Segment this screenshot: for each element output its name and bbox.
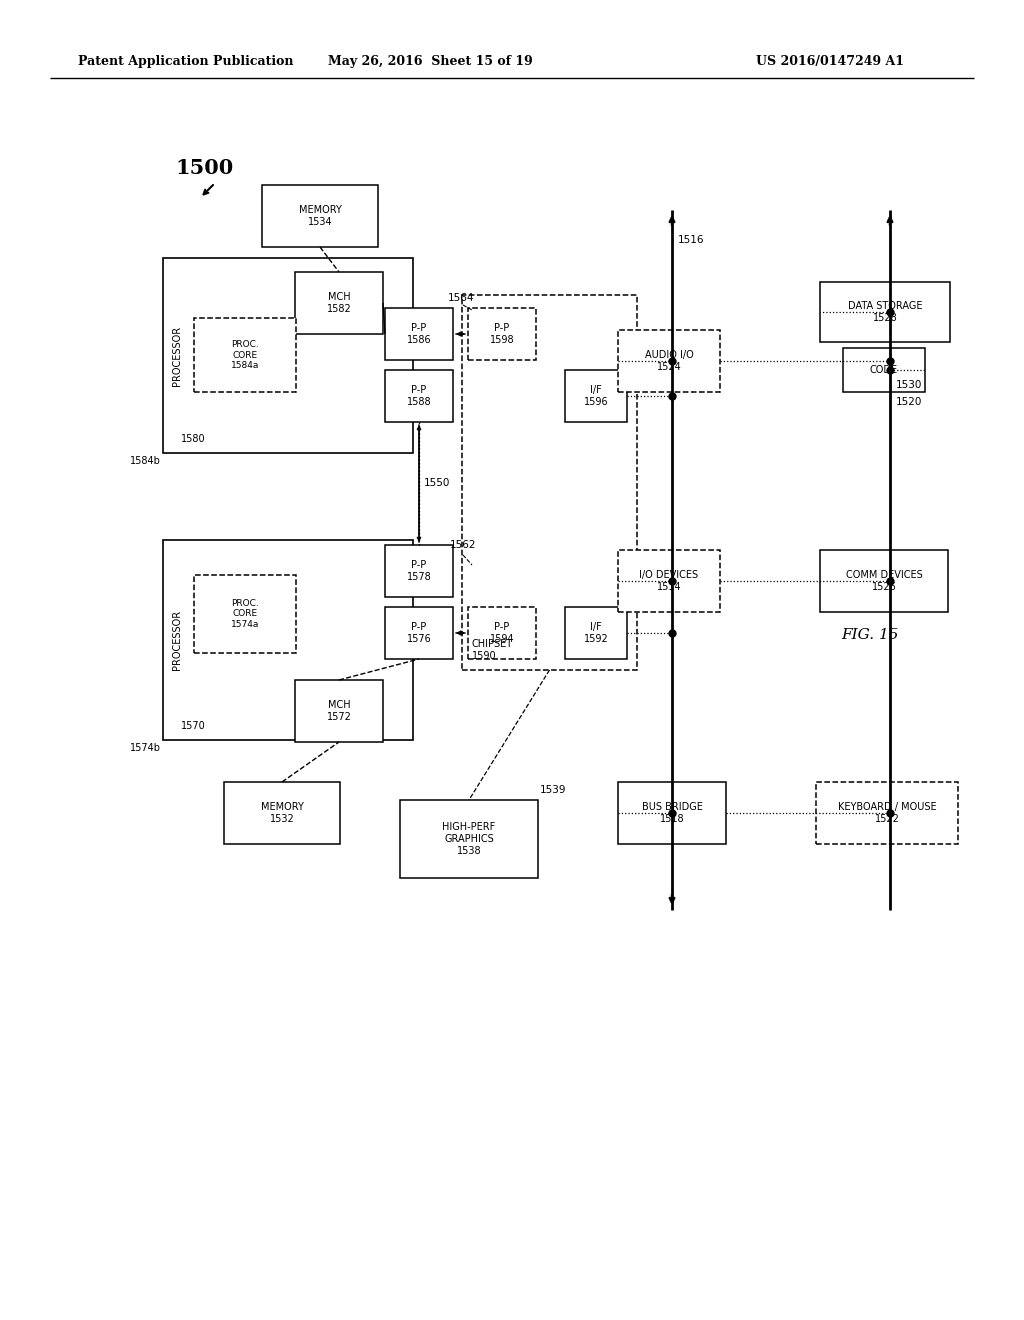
Bar (468, 308, 536, 360)
Text: BUS BRIDGE
1518: BUS BRIDGE 1518 (642, 803, 702, 824)
Bar (820, 550, 948, 612)
Bar (820, 282, 950, 342)
Text: 1564: 1564 (449, 293, 474, 304)
Bar (295, 680, 383, 742)
Bar (385, 607, 453, 659)
Text: DATA STORAGE
1528: DATA STORAGE 1528 (848, 301, 923, 323)
Text: MCH
1572: MCH 1572 (327, 700, 351, 722)
Text: PROC.
CORE
1574a: PROC. CORE 1574a (230, 599, 259, 628)
Bar (385, 545, 453, 597)
Bar (565, 607, 627, 659)
Bar (462, 294, 637, 671)
Text: P-P
1594: P-P 1594 (489, 622, 514, 644)
Bar (194, 576, 296, 653)
Text: 1520: 1520 (896, 397, 923, 407)
Text: P-P
1588: P-P 1588 (407, 385, 431, 407)
Bar (385, 370, 453, 422)
Text: May 26, 2016  Sheet 15 of 19: May 26, 2016 Sheet 15 of 19 (328, 55, 532, 69)
Text: 1574b: 1574b (130, 743, 161, 752)
Bar (295, 272, 383, 334)
Bar (262, 185, 378, 247)
Text: US 2016/0147249 A1: US 2016/0147249 A1 (756, 55, 904, 69)
Text: P-P
1598: P-P 1598 (489, 323, 514, 345)
Text: COMM DEVICES
1526: COMM DEVICES 1526 (846, 570, 923, 591)
Text: 1570: 1570 (181, 721, 206, 731)
Text: MEMORY
1534: MEMORY 1534 (299, 205, 341, 227)
Text: 1539: 1539 (540, 785, 566, 795)
Text: P-P
1586: P-P 1586 (407, 323, 431, 345)
Text: 1584b: 1584b (130, 455, 161, 466)
Text: FIG. 15: FIG. 15 (842, 628, 899, 642)
Text: PROCESSOR: PROCESSOR (172, 326, 182, 385)
Text: 1500: 1500 (175, 158, 233, 178)
Text: 1516: 1516 (678, 235, 705, 246)
Text: P-P
1576: P-P 1576 (407, 622, 431, 644)
Text: CODE: CODE (870, 366, 898, 375)
Text: I/F
1592: I/F 1592 (584, 622, 608, 644)
Bar (565, 370, 627, 422)
Bar (816, 781, 958, 843)
Text: I/O DEVICES
1514: I/O DEVICES 1514 (639, 570, 698, 591)
Text: P-P
1578: P-P 1578 (407, 560, 431, 582)
Bar (618, 781, 726, 843)
Text: 1580: 1580 (181, 434, 206, 444)
Bar (843, 348, 925, 392)
Bar (618, 330, 720, 392)
Text: PROCESSOR: PROCESSOR (172, 610, 182, 671)
Text: Patent Application Publication: Patent Application Publication (78, 55, 294, 69)
Bar (618, 550, 720, 612)
Text: 1530: 1530 (896, 380, 923, 389)
Text: AUDIO I/O
1524: AUDIO I/O 1524 (645, 350, 693, 372)
Text: 1590: 1590 (472, 651, 497, 661)
Bar (163, 540, 413, 741)
Bar (163, 257, 413, 453)
Text: HIGH-PERF
GRAPHICS
1538: HIGH-PERF GRAPHICS 1538 (442, 822, 496, 855)
Text: KEYBOARD / MOUSE
1522: KEYBOARD / MOUSE 1522 (838, 803, 936, 824)
Bar (194, 318, 296, 392)
Bar (468, 607, 536, 659)
Text: 1550: 1550 (424, 479, 451, 488)
Bar (385, 308, 453, 360)
Bar (224, 781, 340, 843)
Text: PROC.
CORE
1584a: PROC. CORE 1584a (230, 341, 259, 370)
Text: MCH
1582: MCH 1582 (327, 292, 351, 314)
Text: I/F
1596: I/F 1596 (584, 385, 608, 407)
Text: CHIPSET: CHIPSET (472, 639, 513, 649)
Bar (400, 800, 538, 878)
Text: 1562: 1562 (450, 540, 476, 550)
Text: MEMORY
1532: MEMORY 1532 (260, 803, 303, 824)
